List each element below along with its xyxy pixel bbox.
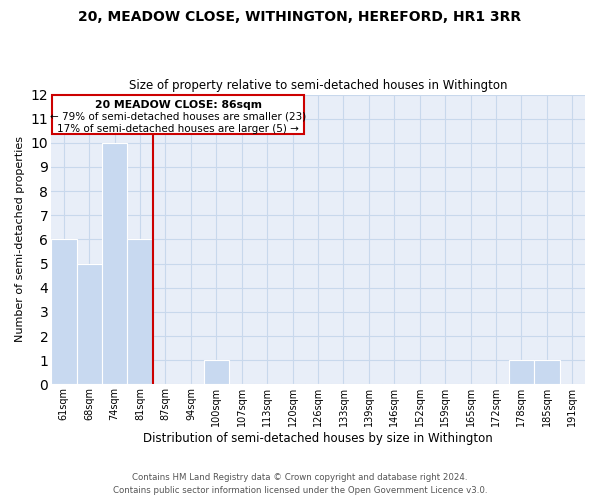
Text: 20 MEADOW CLOSE: 86sqm: 20 MEADOW CLOSE: 86sqm <box>95 100 262 110</box>
Y-axis label: Number of semi-detached properties: Number of semi-detached properties <box>15 136 25 342</box>
Bar <box>51 240 77 384</box>
X-axis label: Distribution of semi-detached houses by size in Withington: Distribution of semi-detached houses by … <box>143 432 493 445</box>
Text: 20, MEADOW CLOSE, WITHINGTON, HEREFORD, HR1 3RR: 20, MEADOW CLOSE, WITHINGTON, HEREFORD, … <box>79 10 521 24</box>
Text: ← 79% of semi-detached houses are smaller (23): ← 79% of semi-detached houses are smalle… <box>50 112 307 122</box>
Bar <box>127 240 153 384</box>
Bar <box>203 360 229 384</box>
Bar <box>509 360 534 384</box>
Bar <box>102 143 127 384</box>
FancyBboxPatch shape <box>52 94 304 134</box>
Text: Contains HM Land Registry data © Crown copyright and database right 2024.
Contai: Contains HM Land Registry data © Crown c… <box>113 474 487 495</box>
Bar <box>77 264 102 384</box>
Title: Size of property relative to semi-detached houses in Withington: Size of property relative to semi-detach… <box>129 79 507 92</box>
Text: 17% of semi-detached houses are larger (5) →: 17% of semi-detached houses are larger (… <box>57 124 299 134</box>
Bar <box>534 360 560 384</box>
